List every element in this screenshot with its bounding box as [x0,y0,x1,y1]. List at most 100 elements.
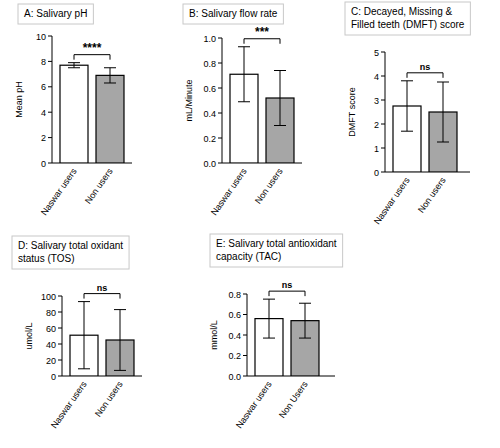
error-bar [114,310,126,371]
y-tick [218,38,222,39]
category-label: Non users [93,379,125,419]
y-tick-label: 8 [41,57,46,67]
significance-label: **** [83,41,102,55]
y-tick [48,86,52,87]
error-bar [238,47,250,102]
plot-area [70,302,134,376]
category-label: Non Users [277,379,310,420]
y-tick [48,137,52,138]
chart-panel: E: Salivary total antioxidantcapacity (T… [209,234,343,430]
chart-panel: D: Salivary total oxidantstatus (TOS) 0 20… [12,236,142,430]
title-box [18,4,93,24]
bar [60,65,88,163]
y-axis-label: Mean pH [14,81,24,118]
y-tick [218,88,222,89]
chart-title: C: Decayed, Missing &Filled teeth (DMFT)… [351,6,465,30]
y-tick-label: 0.6 [203,84,216,94]
significance-bracket [74,55,110,60]
y-tick [58,344,62,345]
significance-bracket [407,73,443,78]
category-label: Naswar users [39,166,79,217]
y-tick [243,314,247,315]
error-bar [263,299,275,338]
error-bar [104,68,116,83]
chart-title: D: Salivary total oxidantstatus (TOS) [18,240,123,264]
y-tick [381,100,385,101]
y-tick-label: 0.8 [203,59,216,69]
chart-panel: A: Salivary pH0246810Mean pHNaswar users… [14,4,132,217]
y-tick [381,148,385,149]
y-tick-label: 1.0 [203,34,216,44]
category-label: Naswar users [234,379,274,430]
y-tick-label: 0.4 [228,331,241,341]
y-tick-label: 0 [41,159,46,169]
y-tick-label: 0.0 [228,372,241,382]
y-tick-label: 80 [46,308,56,318]
y-axis [52,36,53,163]
y-tick [48,163,52,164]
y-tick [243,294,247,295]
chart-panel: B: Salivary flow rate0.00.20.40.60.81.0m… [183,4,302,217]
y-axis-label: mmol/L [209,320,219,350]
plot-area [60,63,124,163]
y-axis [62,296,63,376]
y-tick [243,355,247,356]
title-box [345,2,470,35]
y-tick-label: 1 [374,144,379,154]
y-tick [381,52,385,53]
significance-label: ns [97,283,108,293]
y-axis [247,294,248,376]
chart-panel: C: Decayed, Missing &Filled teeth (DMFT)… [345,2,470,226]
y-tick [218,63,222,64]
significance-bracket [84,294,120,299]
y-axis-label: DMFT score [347,87,357,136]
y-tick-label: 20 [46,356,56,366]
y-tick-label: 10 [36,32,46,42]
chart-title: B: Salivary flow rate [189,8,278,19]
y-tick [48,112,52,113]
y-tick [218,163,222,164]
plot-area [255,299,319,376]
y-tick-label: 4 [374,72,379,82]
y-tick [243,376,247,377]
chart-title: A: Salivary pH [24,8,87,19]
title-box [183,4,283,24]
category-label: Non users [83,166,115,206]
y-tick [218,113,222,114]
y-tick-label: 0.8 [228,290,241,300]
y-tick [58,328,62,329]
y-tick-label: 0.2 [228,351,241,361]
plot-area [393,81,457,172]
y-tick [381,76,385,77]
plot-area [230,47,294,163]
category-label: Non users [253,166,285,206]
y-tick-label: 6 [41,82,46,92]
bar [96,75,124,163]
y-tick-label: 0 [51,372,56,382]
significance-label: *** [255,25,269,39]
y-tick-label: 60 [46,324,56,334]
y-tick-label: 3 [374,96,379,106]
error-bar [78,302,90,369]
y-tick [58,360,62,361]
y-tick-label: 0.4 [203,109,216,119]
error-bar [299,303,311,338]
y-tick [218,138,222,139]
y-tick [243,335,247,336]
y-tick-label: 4 [41,108,46,118]
error-bar [68,63,80,68]
y-axis-label: mL/Minute [184,79,194,121]
significance-bracket [269,291,305,296]
title-box [210,234,343,267]
y-axis [222,38,223,163]
y-tick [381,172,385,173]
category-label: Naswar users [372,175,412,226]
y-tick [48,61,52,62]
y-tick-label: 0 [374,168,379,178]
y-tick [381,124,385,125]
y-tick-label: 0.6 [228,310,241,320]
title-box [12,236,129,269]
y-tick-label: 0.2 [203,134,216,144]
error-bar [401,81,413,131]
significance-label: ns [420,62,431,72]
